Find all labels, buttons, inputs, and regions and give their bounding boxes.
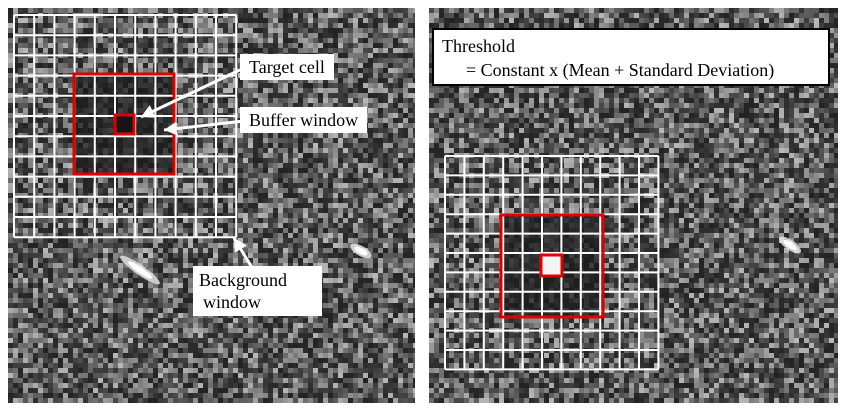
left-sar-diagram bbox=[8, 8, 415, 403]
background-window-label: Background window bbox=[193, 266, 322, 316]
buffer-window-arrow bbox=[163, 119, 245, 136]
left-bright-ship-target bbox=[120, 255, 160, 285]
right-faint-target bbox=[778, 236, 802, 254]
right-buffer-window-box bbox=[499, 213, 605, 319]
formula-line-1: Threshold bbox=[442, 36, 515, 56]
right-bright-target-pixel bbox=[542, 256, 562, 275]
threshold-formula-box: Threshold = Constant x (Mean + Standard … bbox=[432, 28, 830, 86]
right-background-window-grid bbox=[444, 155, 660, 371]
left-target-cell-fill bbox=[116, 116, 134, 132]
right-target-cell-box bbox=[539, 253, 564, 278]
left-faint-target bbox=[350, 243, 372, 259]
left-speckle-texture bbox=[8, 8, 415, 403]
left-target-cell-box bbox=[113, 113, 136, 136]
background-window-arrow bbox=[232, 237, 256, 272]
right-sar-diagram bbox=[429, 8, 838, 403]
target-cell-label: Target cell bbox=[240, 54, 334, 80]
target-cell-arrow bbox=[140, 66, 245, 119]
right-sar-image-panel bbox=[429, 8, 838, 403]
buffer-window-label: Buffer window bbox=[240, 107, 368, 133]
background-window-label-line2: window bbox=[203, 292, 261, 312]
left-sar-image-panel bbox=[8, 8, 415, 403]
background-window-label-line1: Background bbox=[199, 270, 287, 290]
formula-line-2: = Constant x (Mean + Standard Deviation) bbox=[466, 60, 775, 80]
